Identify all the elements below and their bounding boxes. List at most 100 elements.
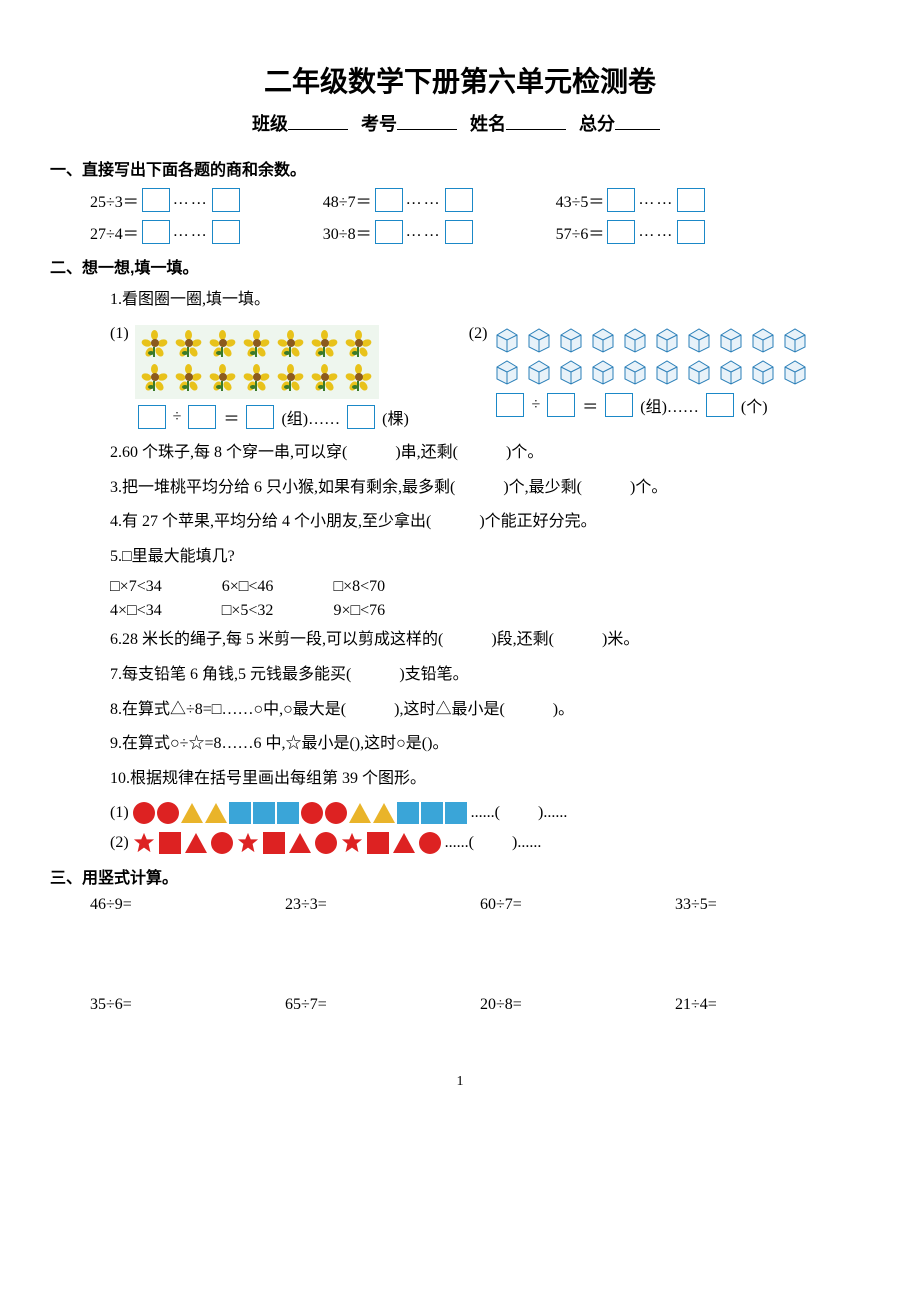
sq-blue-icon [421, 802, 443, 824]
pattern-2: (2) ......( )...... [110, 832, 870, 854]
circle-red-icon [315, 832, 337, 854]
ineq-item: 6×□<46 [222, 578, 274, 596]
vertical-item: 35÷6= [90, 996, 285, 1014]
cube-icon [781, 325, 809, 353]
ineq-item: □×8<70 [333, 578, 385, 596]
sq-blue-icon [277, 802, 299, 824]
s2-q5-row1: □×7<34 6×□<46 □×8<70 [110, 578, 870, 596]
label-class: 班级 [252, 114, 288, 134]
flower-icon [275, 329, 305, 359]
answer-box[interactable] [496, 393, 524, 417]
tri-red-icon [393, 833, 415, 853]
flower-icon [241, 329, 271, 359]
sq-red-icon [263, 832, 285, 854]
s2-q1: 1.看图圈一圈,填一填。 [110, 286, 870, 315]
cube-icon [493, 357, 521, 385]
answer-box[interactable] [212, 220, 240, 244]
section-2-head: 二、想一想,填一填。 [50, 254, 870, 278]
cube-icon [653, 325, 681, 353]
sq-red-icon [367, 832, 389, 854]
answer-box[interactable] [138, 405, 166, 429]
answer-box[interactable] [188, 405, 216, 429]
fig2-prefix: (2) [469, 325, 488, 343]
q1-expr: 30÷8＝ [323, 220, 372, 244]
pattern-tail: ......( [471, 804, 500, 822]
flower-icon [173, 363, 203, 393]
answer-box[interactable] [347, 405, 375, 429]
eq-sign: ＝ [582, 393, 598, 417]
tri-yellow-icon [205, 803, 227, 823]
q1-row1: 25÷3＝…… 48÷7＝ …… 43÷5＝ …… [90, 188, 870, 212]
answer-box[interactable] [375, 220, 403, 244]
s3-row1: 46÷9= 23÷3= 60÷7= 33÷5= [90, 896, 870, 914]
flower-icon [309, 329, 339, 359]
sq-blue-icon [253, 802, 275, 824]
pattern-tail: ......( [445, 834, 474, 852]
div-sign: ÷ [173, 408, 182, 426]
blank-class[interactable] [288, 129, 348, 130]
s2-q8: 8.在算式△÷8=□……○中,○最大是( ),这时△最小是( )。 [110, 696, 870, 725]
vertical-item: 20÷8= [480, 996, 675, 1014]
dots: …… [406, 191, 442, 209]
circle-red-icon [301, 802, 323, 824]
answer-box[interactable] [246, 405, 274, 429]
flower-icon [241, 363, 271, 393]
answer-box[interactable] [607, 188, 635, 212]
unit-label: (组)…… [640, 393, 699, 417]
q1-expr: 27÷4＝ [90, 220, 139, 244]
flower-icon [343, 329, 373, 359]
flower-icon [173, 329, 203, 359]
cubes-grid [493, 325, 811, 387]
sq-blue-icon [445, 802, 467, 824]
student-info-line: 班级 考号 姓名 总分 [50, 110, 870, 136]
cube-icon [749, 357, 777, 385]
tri-red-icon [289, 833, 311, 853]
answer-box[interactable] [212, 188, 240, 212]
answer-box[interactable] [445, 188, 473, 212]
blank-examno[interactable] [397, 129, 457, 130]
ineq-item: 4×□<34 [110, 602, 162, 620]
q1-expr: 43÷5＝ [556, 188, 605, 212]
section-3-head: 三、用竖式计算。 [50, 864, 870, 888]
vertical-item: 23÷3= [285, 896, 480, 914]
eq-sign: ＝ [223, 405, 239, 429]
dots: …… [638, 191, 674, 209]
blank-name[interactable] [506, 129, 566, 130]
cube-icon [525, 357, 553, 385]
cube-icon [557, 325, 585, 353]
cube-icon [621, 357, 649, 385]
dots: …… [406, 223, 442, 241]
q1-expr: 25÷3＝ [90, 188, 139, 212]
q1-item: 25÷3＝…… [90, 188, 243, 212]
flower-icon [309, 363, 339, 393]
cube-icon [557, 357, 585, 385]
answer-box[interactable] [706, 393, 734, 417]
answer-box[interactable] [605, 393, 633, 417]
answer-box[interactable] [142, 188, 170, 212]
dots: …… [638, 223, 674, 241]
blank-total[interactable] [615, 129, 660, 130]
fig2-block: (2) ÷ ＝ (组)…… (个) [469, 325, 812, 417]
q1-item: 57÷6＝…… [556, 220, 709, 244]
star-red-icon [341, 832, 363, 854]
q1-item: 27÷4＝…… [90, 220, 243, 244]
answer-box[interactable] [677, 220, 705, 244]
answer-box[interactable] [375, 188, 403, 212]
q1-row2: 27÷4＝…… 30÷8＝…… 57÷6＝…… [90, 220, 870, 244]
q1-item: 48÷7＝ …… [323, 188, 476, 212]
answer-box[interactable] [547, 393, 575, 417]
answer-box[interactable] [445, 220, 473, 244]
pattern2-prefix: (2) [110, 834, 129, 852]
answer-box[interactable] [142, 220, 170, 244]
q1-item: 43÷5＝ …… [556, 188, 709, 212]
pattern1-shapes [133, 802, 467, 824]
answer-box[interactable] [677, 188, 705, 212]
answer-box[interactable] [607, 220, 635, 244]
s2-q7: 7.每支铅笔 6 角钱,5 元钱最多能买( )支铅笔。 [110, 661, 870, 690]
label-examno: 考号 [361, 114, 397, 134]
q1-expr: 48÷7＝ [323, 188, 372, 212]
tri-red-icon [185, 833, 207, 853]
tri-yellow-icon [181, 803, 203, 823]
q1-item: 30÷8＝ …… [323, 220, 476, 244]
tri-yellow-icon [349, 803, 371, 823]
